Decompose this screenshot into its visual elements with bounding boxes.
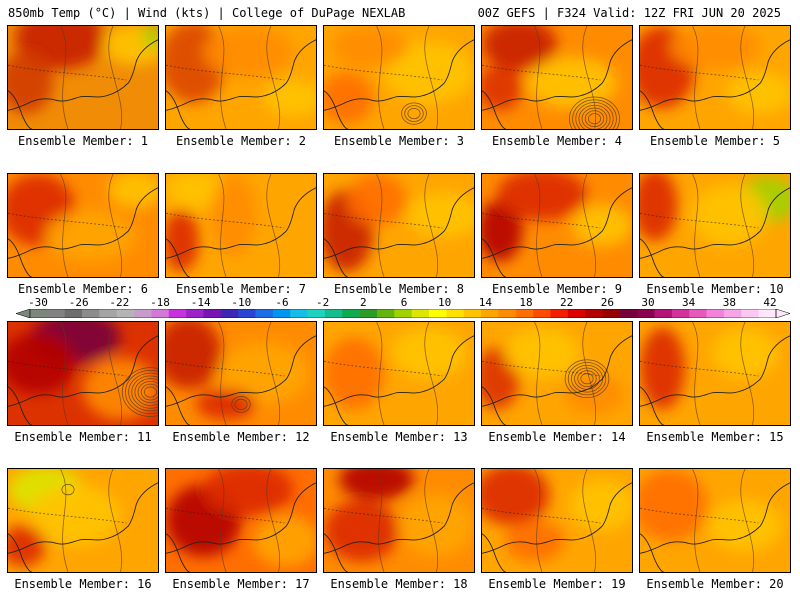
colorbar-tick-label: 38 bbox=[722, 296, 736, 309]
ensemble-member-label: Ensemble Member: 13 bbox=[330, 430, 468, 444]
colorbar-tick-label: 42 bbox=[763, 296, 777, 309]
ensemble-member-label: Ensemble Member: 16 bbox=[14, 577, 152, 591]
ensemble-map-11 bbox=[7, 321, 159, 426]
colorbar-tick-label: 26 bbox=[600, 296, 614, 309]
ensemble-map-8 bbox=[323, 173, 475, 278]
ensemble-map-3 bbox=[323, 25, 475, 130]
ensemble-member-label: Ensemble Member: 9 bbox=[491, 282, 623, 296]
temperature-field bbox=[8, 322, 158, 425]
ensemble-map-5 bbox=[639, 25, 791, 130]
ensemble-member-label: Ensemble Member: 12 bbox=[172, 430, 310, 444]
ensemble-member-label: Ensemble Member: 11 bbox=[14, 430, 152, 444]
ensemble-member-label: Ensemble Member: 20 bbox=[646, 577, 784, 591]
temperature-field bbox=[166, 26, 316, 129]
colorbar-tick-label: 6 bbox=[400, 296, 408, 309]
temperature-field bbox=[324, 469, 474, 572]
temperature-field bbox=[324, 174, 474, 277]
colorbar-scale bbox=[16, 309, 790, 318]
colorbar-tick-label: -14 bbox=[190, 296, 211, 309]
ensemble-member-label: Ensemble Member: 14 bbox=[488, 430, 626, 444]
colorbar-tick-label: 10 bbox=[438, 296, 452, 309]
ensemble-member-label: Ensemble Member: 4 bbox=[491, 134, 623, 148]
colorbar-tick-label: -22 bbox=[109, 296, 130, 309]
colorbar-tick-label: -18 bbox=[150, 296, 170, 309]
colorbar-tick-label: 30 bbox=[641, 296, 655, 309]
temperature-field bbox=[640, 322, 790, 425]
ensemble-map-7 bbox=[165, 173, 317, 278]
ensemble-map-13 bbox=[323, 321, 475, 426]
ensemble-member-label: Ensemble Member: 7 bbox=[175, 282, 307, 296]
temperature-field bbox=[166, 322, 316, 425]
temperature-field bbox=[640, 26, 790, 129]
temperature-field bbox=[640, 469, 790, 572]
ensemble-member-label: Ensemble Member: 6 bbox=[17, 282, 149, 296]
ensemble-map-15 bbox=[639, 321, 791, 426]
ensemble-map-10 bbox=[639, 173, 791, 278]
ensemble-map-6 bbox=[7, 173, 159, 278]
colorbar-tick-label: -10 bbox=[231, 296, 252, 309]
colorbar-tick-label: -30 bbox=[28, 296, 48, 309]
ensemble-map-17 bbox=[165, 468, 317, 573]
ensemble-map-1 bbox=[7, 25, 159, 130]
ensemble-member-label: Ensemble Member: 15 bbox=[646, 430, 784, 444]
colorbar-tick-label: 22 bbox=[560, 296, 574, 309]
colorbar-tick-label: 34 bbox=[682, 296, 696, 309]
ensemble-map-20 bbox=[639, 468, 791, 573]
temperature-field bbox=[482, 174, 632, 277]
ensemble-map-16 bbox=[7, 468, 159, 573]
colorbar-tick-label: 18 bbox=[519, 296, 533, 309]
ensemble-member-label: Ensemble Member: 10 bbox=[646, 282, 784, 296]
ensemble-member-label: Ensemble Member: 3 bbox=[333, 134, 465, 148]
colorbar-tick-label: -6 bbox=[275, 296, 289, 309]
ensemble-member-label: Ensemble Member: 1 bbox=[17, 134, 149, 148]
temperature-field bbox=[166, 469, 316, 572]
ensemble-member-label: Ensemble Member: 5 bbox=[649, 134, 781, 148]
ensemble-map-9 bbox=[481, 173, 633, 278]
header-title: 850mb Temp (°C) | Wind (kts) | College o… bbox=[8, 6, 406, 20]
colorbar-tick-label: -26 bbox=[68, 296, 89, 309]
ensemble-map-4 bbox=[481, 25, 633, 130]
ensemble-map-2 bbox=[165, 25, 317, 130]
ensemble-member-label: Ensemble Member: 8 bbox=[333, 282, 465, 296]
temperature-field bbox=[324, 26, 474, 129]
temperature-field bbox=[8, 174, 158, 277]
ensemble-map-14 bbox=[481, 321, 633, 426]
ensemble-member-label: Ensemble Member: 2 bbox=[175, 134, 307, 148]
ensemble-member-label: Ensemble Member: 19 bbox=[488, 577, 626, 591]
temperature-field bbox=[324, 322, 474, 425]
ensemble-member-label: Ensemble Member: 17 bbox=[172, 577, 310, 591]
ensemble-map-12 bbox=[165, 321, 317, 426]
temperature-field bbox=[8, 469, 158, 572]
colorbar-tick-label: 2 bbox=[360, 296, 367, 309]
temperature-field bbox=[482, 26, 632, 129]
temperature-field bbox=[482, 469, 632, 572]
ensemble-map-18 bbox=[323, 468, 475, 573]
temperature-field bbox=[8, 26, 158, 129]
colorbar-tick-label: 14 bbox=[478, 296, 492, 309]
ensemble-member-label: Ensemble Member: 18 bbox=[330, 577, 468, 591]
colorbar-tick-label: -2 bbox=[316, 296, 330, 309]
temperature-field bbox=[482, 322, 632, 425]
temperature-colorbar: -30 -26 -22 -18 -14 -10 -6 -2 2 6 10 14 18 22 26 30 34 38… bbox=[16, 296, 790, 321]
temperature-field bbox=[640, 174, 790, 277]
ensemble-map-19 bbox=[481, 468, 633, 573]
header-valid-time: 00Z GEFS | F324 Valid: 12Z FRI JUN 20 20… bbox=[477, 6, 781, 20]
temperature-field bbox=[166, 174, 316, 277]
